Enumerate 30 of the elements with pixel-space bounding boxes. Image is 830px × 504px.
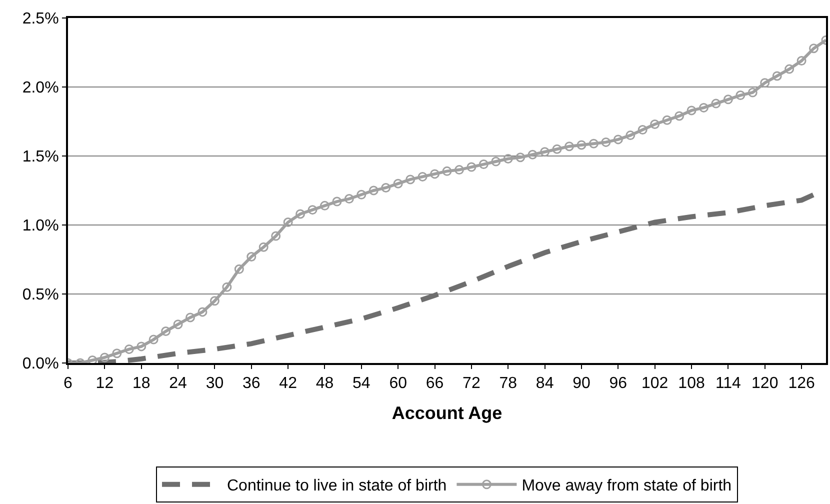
x-tick-label: 24 — [169, 375, 188, 392]
x-tick-label: 66 — [426, 375, 444, 392]
y-tick-label: 1.5% — [22, 148, 59, 166]
x-tick-label: 42 — [279, 375, 298, 392]
x-tick-label: 126 — [788, 375, 815, 392]
legend-label: Continue to live in state of birth — [227, 478, 447, 495]
x-tick-label: 12 — [96, 375, 114, 392]
x-tick-label: 30 — [206, 375, 224, 392]
y-tick-label: 2.0% — [22, 80, 59, 97]
y-tick-label: 1.0% — [22, 218, 59, 235]
x-tick-label: 36 — [242, 375, 260, 392]
x-tick-label: 120 — [752, 375, 778, 392]
x-tick-label: 6 — [64, 375, 73, 392]
x-tick-label: 114 — [715, 375, 742, 392]
x-tick-label: 18 — [132, 375, 150, 392]
x-axis-title: Account Age — [392, 402, 502, 423]
x-tick-label: 78 — [499, 375, 518, 392]
x-tick-label: 84 — [536, 375, 554, 392]
x-tick-label: 60 — [389, 375, 408, 392]
x-tick-label: 48 — [316, 375, 334, 392]
x-tick-label: 90 — [572, 375, 590, 392]
x-tick-label: 96 — [609, 375, 628, 392]
y-tick-label: 0.0% — [22, 356, 59, 373]
x-tick-label: 102 — [641, 375, 668, 392]
x-tick-label: 54 — [352, 375, 370, 392]
y-tick-label: 2.5% — [22, 10, 59, 28]
x-tick-label: 72 — [462, 375, 480, 392]
y-tick-label: 0.5% — [22, 286, 59, 304]
x-tick-label: 108 — [678, 375, 705, 392]
legend-label: Move away from state of birth — [522, 478, 732, 495]
